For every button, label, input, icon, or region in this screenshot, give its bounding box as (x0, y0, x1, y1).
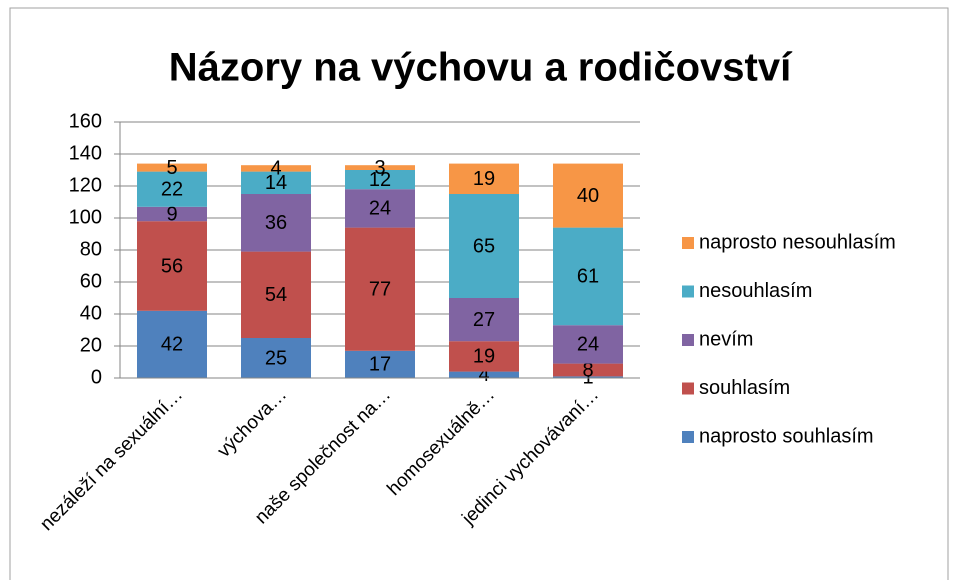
data-label: 19 (473, 168, 495, 190)
data-label: 4 (478, 364, 489, 386)
y-tick-label: 0 (91, 366, 102, 388)
bar-segment (241, 194, 311, 252)
data-label: 65 (473, 235, 495, 257)
data-label: 56 (161, 255, 183, 277)
bar-segment (345, 189, 415, 228)
bar-segment (449, 194, 519, 298)
data-label: 25 (265, 347, 287, 369)
y-tick-label: 140 (69, 142, 102, 164)
bar-segment (553, 163, 623, 228)
bar-segment (449, 341, 519, 372)
bar-segment (345, 227, 415, 351)
legend-swatch (682, 285, 694, 298)
bar-segment (449, 163, 519, 194)
bar-segment (137, 221, 207, 311)
data-label: 17 (369, 354, 391, 376)
data-label: 14 (265, 172, 287, 194)
data-label: 22 (161, 178, 183, 200)
legend-label: naprosto nesouhlasím (699, 231, 896, 253)
data-label: 42 (161, 334, 183, 356)
bar-segment (449, 298, 519, 342)
bar-segment (241, 338, 311, 378)
y-tick-label: 100 (69, 206, 102, 228)
bar-segment (241, 165, 311, 172)
bar-segment (553, 376, 623, 378)
bar-segment (553, 363, 623, 377)
data-label: 8 (582, 359, 593, 381)
bar-segment (449, 371, 519, 378)
bar-segment (345, 170, 415, 190)
data-label: 40 (577, 185, 599, 207)
bar-segment (553, 325, 623, 364)
data-label: 54 (265, 284, 287, 306)
data-label: 5 (166, 157, 177, 179)
data-label: 1 (582, 366, 593, 388)
bar-segment (345, 350, 415, 378)
data-label: 61 (577, 266, 599, 288)
legend-swatch (682, 431, 694, 443)
data-label: 24 (577, 334, 599, 356)
bar-segment (137, 206, 207, 222)
chart-title: Názory na výchovu a rodičovství (169, 46, 793, 90)
legend-swatch (682, 382, 694, 395)
bar-segment (345, 165, 415, 170)
y-tick-label: 160 (69, 110, 102, 132)
bar-segment (241, 251, 311, 338)
data-label: 4 (270, 158, 281, 180)
data-label: 9 (166, 203, 177, 225)
data-label: 24 (369, 198, 391, 220)
legend-label: nesouhlasím (699, 280, 812, 302)
legend-label: nevím (699, 328, 753, 350)
y-tick-label: 60 (80, 270, 102, 292)
y-tick-label: 40 (80, 302, 102, 324)
y-tick-label: 20 (80, 334, 102, 356)
legend-swatch (682, 334, 694, 346)
legend-label: souhlasím (699, 377, 790, 399)
data-label: 12 (369, 169, 391, 191)
bar-segment (137, 310, 207, 378)
legend-label: naprosto souhlasím (699, 425, 874, 447)
legend-swatch (682, 237, 694, 249)
bar-segment (553, 227, 623, 326)
y-tick-label: 80 (80, 238, 102, 260)
data-label: 19 (473, 346, 495, 368)
y-tick-label: 120 (69, 174, 102, 196)
data-label: 77 (369, 278, 391, 300)
bar-segment (241, 171, 311, 194)
bar-segment (137, 171, 207, 207)
data-label: 3 (374, 157, 385, 179)
data-label: 27 (473, 309, 495, 331)
data-label: 36 (265, 212, 287, 234)
bar-segment (137, 163, 207, 172)
